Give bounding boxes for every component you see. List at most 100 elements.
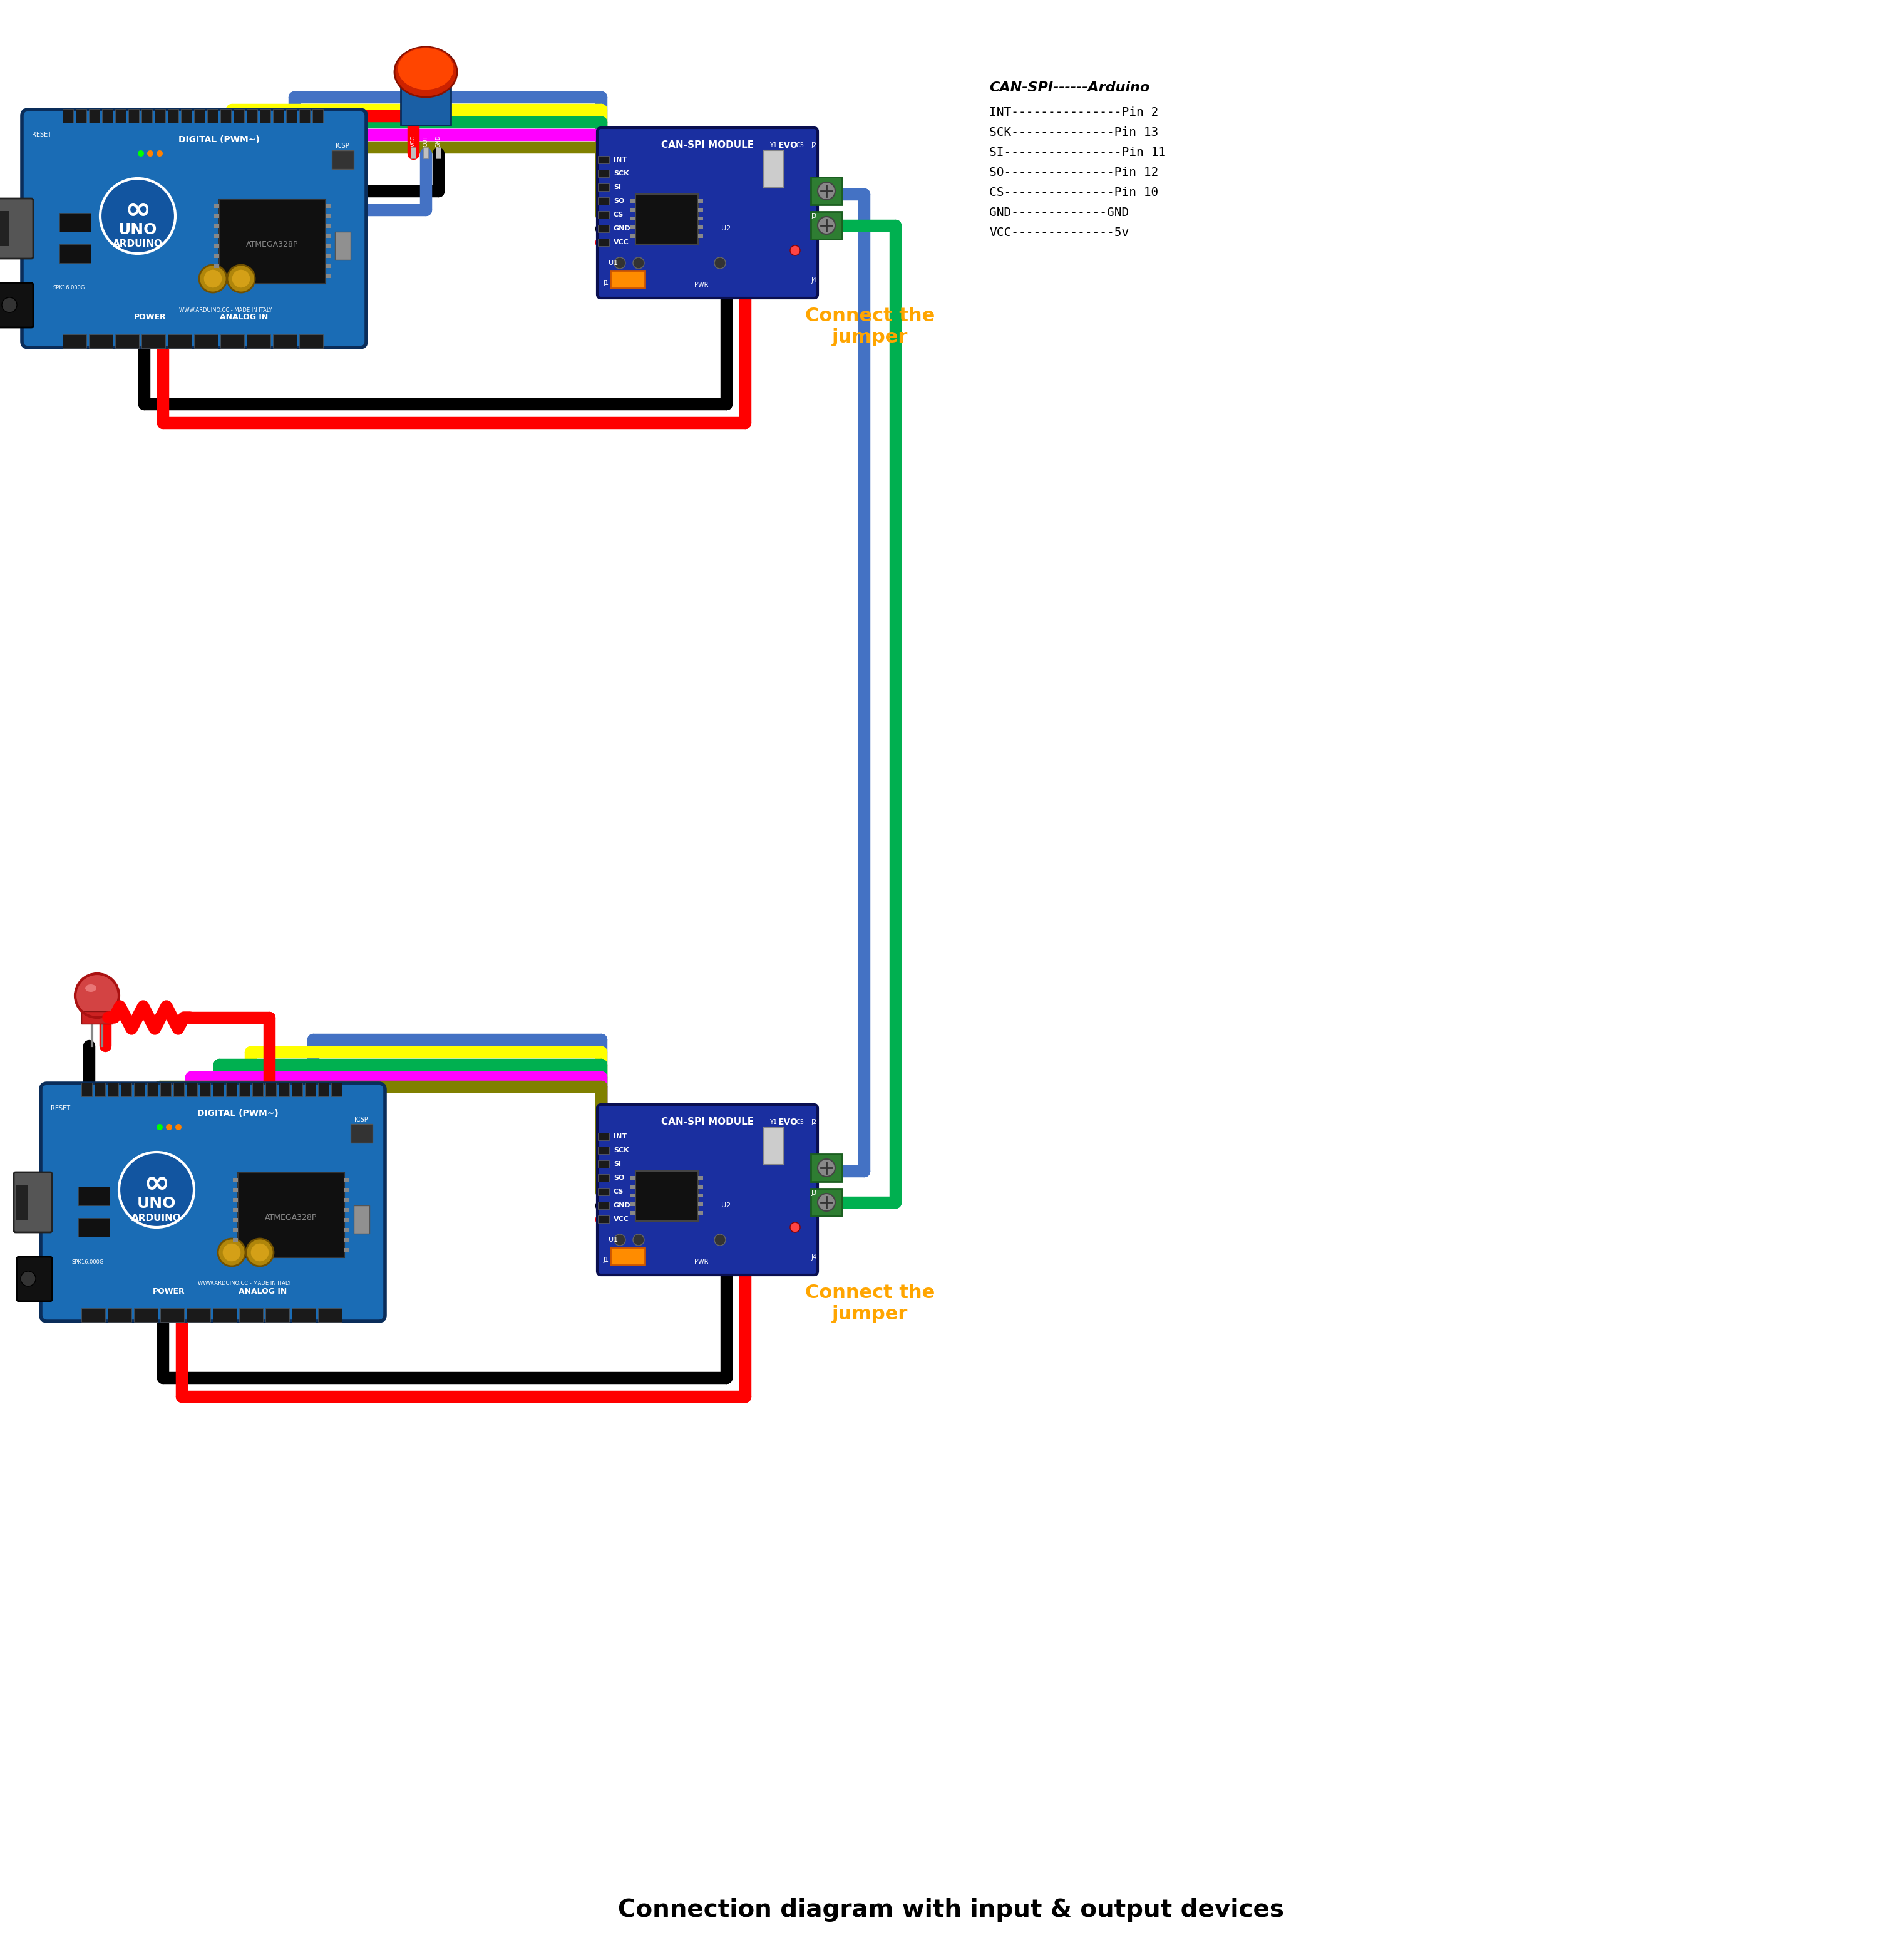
Bar	[325, 233, 331, 237]
Bar	[318, 1307, 342, 1321]
Text: EVO: EVO	[778, 1117, 799, 1127]
Bar	[232, 1188, 238, 1192]
Bar	[215, 223, 219, 227]
Circle shape	[120, 1152, 194, 1227]
Bar	[274, 335, 297, 349]
Circle shape	[21, 1272, 36, 1286]
Text: DIGITAL (PWM~): DIGITAL (PWM~)	[179, 135, 261, 143]
Bar	[213, 1082, 224, 1096]
Bar	[266, 1082, 276, 1096]
Bar	[240, 1082, 249, 1096]
Bar	[331, 1082, 342, 1096]
Bar	[765, 1127, 784, 1164]
Bar	[108, 1307, 131, 1321]
Bar	[221, 335, 243, 349]
Bar	[611, 1247, 645, 1264]
Text: UNO: UNO	[118, 221, 158, 237]
Text: OUT: OUT	[422, 135, 428, 147]
Circle shape	[156, 1123, 164, 1131]
Text: SI: SI	[614, 1160, 622, 1168]
Text: VCC: VCC	[411, 135, 417, 147]
Bar	[82, 1082, 91, 1096]
Bar	[215, 204, 219, 208]
Text: J2: J2	[810, 1119, 816, 1125]
Text: WWW.ARDUINO.CC - MADE IN ITALY: WWW.ARDUINO.CC - MADE IN ITALY	[179, 308, 272, 314]
Bar	[141, 335, 165, 349]
Bar	[344, 1178, 350, 1182]
Text: PWR: PWR	[694, 282, 708, 288]
Circle shape	[818, 1158, 835, 1176]
Text: U2: U2	[721, 1201, 730, 1209]
FancyBboxPatch shape	[23, 110, 367, 347]
FancyBboxPatch shape	[40, 1084, 384, 1321]
Bar	[611, 270, 645, 288]
Bar	[354, 1205, 369, 1233]
Text: ATMEGA328P: ATMEGA328P	[264, 1213, 318, 1221]
Bar	[215, 214, 219, 218]
Bar	[63, 110, 74, 123]
Circle shape	[219, 1239, 245, 1266]
Ellipse shape	[398, 47, 455, 90]
Text: GND-------------GND: GND-------------GND	[989, 206, 1130, 220]
Bar	[325, 214, 331, 218]
FancyBboxPatch shape	[597, 127, 818, 298]
Bar	[597, 1160, 609, 1168]
Bar	[181, 110, 192, 123]
Text: VCC: VCC	[614, 239, 630, 245]
Bar	[630, 1211, 635, 1215]
Circle shape	[204, 269, 223, 288]
Bar	[167, 335, 192, 349]
Bar	[344, 1249, 350, 1252]
Text: SI----------------Pin 11: SI----------------Pin 11	[989, 147, 1166, 159]
Text: POWER: POWER	[135, 314, 165, 321]
Bar	[331, 151, 354, 169]
Circle shape	[614, 257, 626, 269]
Bar	[215, 274, 219, 278]
Bar	[312, 110, 323, 123]
Text: SPK16.000G: SPK16.000G	[53, 286, 86, 290]
Text: Y1: Y1	[770, 1119, 776, 1125]
FancyBboxPatch shape	[597, 1105, 818, 1274]
Circle shape	[818, 218, 835, 233]
Bar	[344, 1229, 350, 1231]
Bar	[698, 200, 704, 204]
Bar	[253, 1082, 262, 1096]
Bar	[318, 1082, 329, 1096]
Bar	[141, 110, 152, 123]
Bar	[63, 335, 86, 349]
Text: SI: SI	[614, 184, 622, 190]
Bar	[234, 110, 243, 123]
Bar	[630, 1201, 635, 1205]
Bar	[0, 212, 10, 247]
Text: CS: CS	[614, 1188, 624, 1196]
Text: ANALOG IN: ANALOG IN	[221, 314, 268, 321]
Text: UNO: UNO	[137, 1196, 177, 1211]
Text: RESET: RESET	[51, 1105, 70, 1111]
Bar	[82, 1307, 105, 1321]
Bar	[325, 274, 331, 278]
Bar	[810, 212, 843, 239]
Circle shape	[232, 269, 251, 288]
Bar	[630, 200, 635, 204]
Bar	[167, 110, 179, 123]
Text: INT: INT	[614, 1133, 626, 1139]
Circle shape	[175, 1123, 181, 1131]
Text: EVO: EVO	[778, 141, 799, 149]
Text: J1: J1	[603, 1256, 609, 1262]
Text: J1: J1	[603, 280, 609, 286]
Circle shape	[137, 151, 145, 157]
Bar	[247, 110, 257, 123]
Text: J4: J4	[810, 1254, 816, 1260]
Text: SCK: SCK	[614, 171, 630, 176]
Bar	[411, 147, 417, 159]
Bar	[698, 1201, 704, 1205]
Text: Connection diagram with input & output devices: Connection diagram with input & output d…	[618, 1897, 1284, 1923]
Ellipse shape	[394, 47, 456, 98]
Bar	[232, 1178, 238, 1182]
Bar	[116, 335, 139, 349]
Text: Connect the
jumper: Connect the jumper	[805, 1284, 936, 1323]
Bar	[325, 223, 331, 227]
Bar	[221, 110, 230, 123]
Text: ICSP: ICSP	[354, 1117, 369, 1123]
Bar	[78, 1186, 110, 1205]
